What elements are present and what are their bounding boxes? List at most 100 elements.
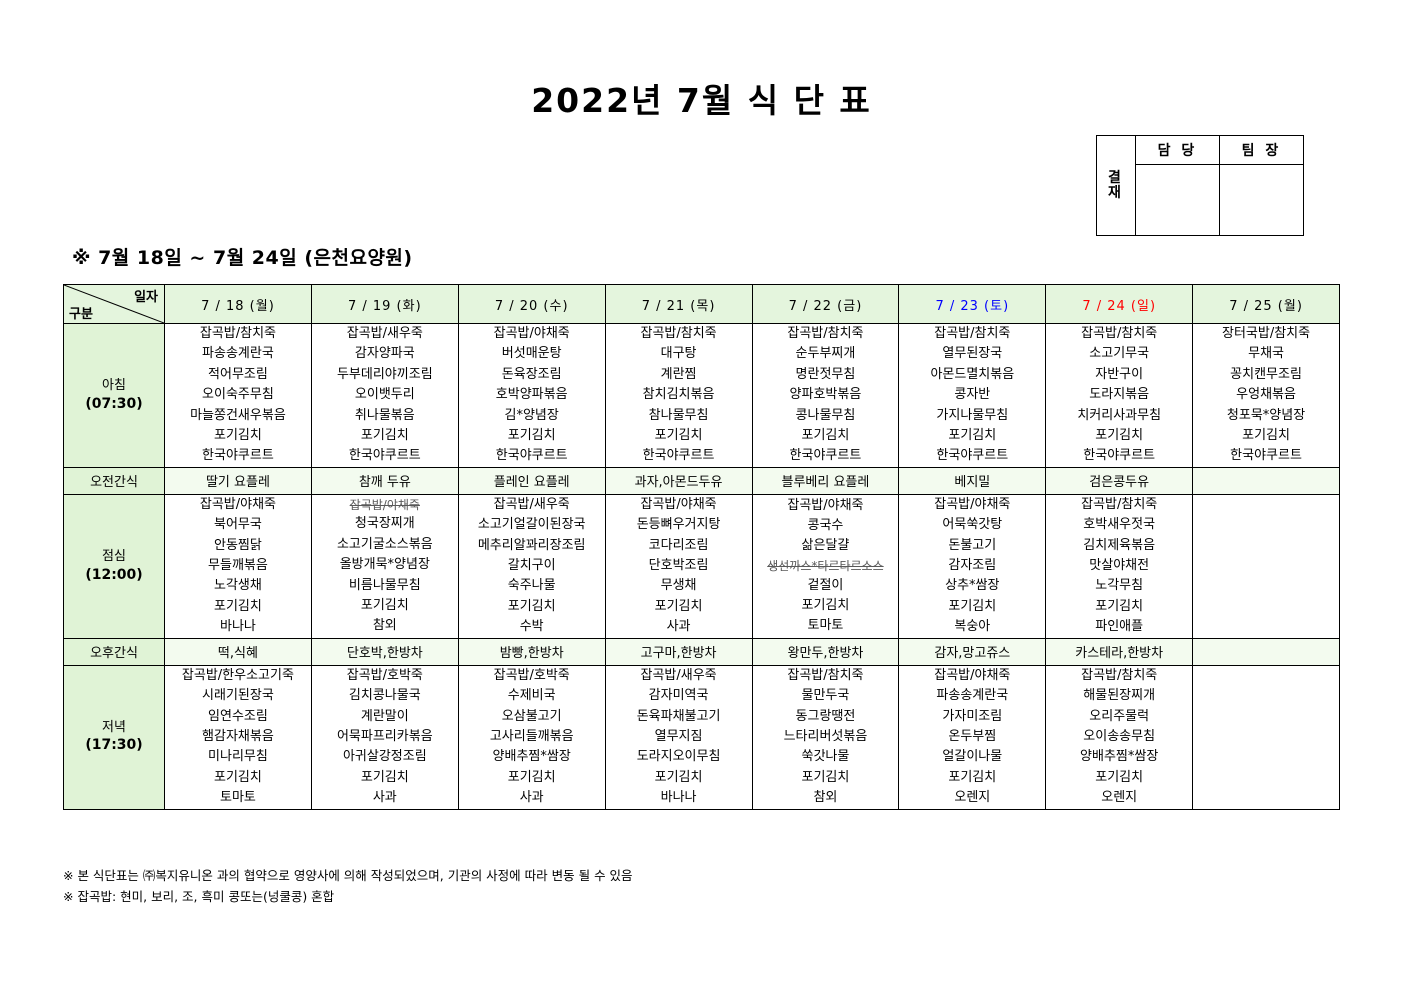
menu-item: 잡곡밥/야채죽 <box>787 497 864 513</box>
menu-item: 호박양파볶음 <box>495 387 568 403</box>
cell-dinner-3: 잡곡밥/새우죽 감자미역국 돈육파채불고기 열무지짐 도라지오이무침 포기김치 바나나 <box>604 664 753 810</box>
menu-item: 파인애플 <box>1095 619 1144 635</box>
menu-item: 자반구이 <box>1095 366 1144 382</box>
menu-item: 돈등뼈우거지탕 <box>636 517 721 533</box>
menu-item: 잡곡밥/참치죽 <box>1081 326 1158 341</box>
page-title: 2022년 7월 식 단 표 <box>531 81 872 120</box>
menu-item: 겉절이 <box>807 577 844 593</box>
menu-item: 포기김치 <box>801 428 850 444</box>
approval-box: 결 재 담 당 팀 장 <box>1096 135 1304 236</box>
menu-item: 명란젓무침 <box>795 366 856 382</box>
menu-item: 파송송계란국 <box>202 346 274 362</box>
cell-morning-snack-7 <box>1192 466 1340 495</box>
menu-item: 잡곡밥/새우죽 <box>640 667 717 683</box>
menu-item: 맛살야채전 <box>1089 558 1150 574</box>
menu-item: 햄감자채볶음 <box>202 728 274 744</box>
menu-item: 잡곡밥/참치죽 <box>199 326 276 341</box>
menu-item: 포기김치 <box>801 769 850 785</box>
menu-item: 포기김치 <box>654 428 703 444</box>
menu-item: 열무된장국 <box>942 346 1003 362</box>
menu-item: 순두부찌개 <box>795 346 856 362</box>
header-type-label: 구분 <box>69 307 93 322</box>
menu-item: 바나나 <box>219 619 256 635</box>
menu-item: 잡곡밥/야채죽 <box>493 326 570 341</box>
menu-item: 포기김치 <box>1242 428 1290 444</box>
row-label-dinner: 저녁 (17:30) <box>63 664 165 810</box>
menu-item: 잡곡밥/야채죽 <box>199 496 276 512</box>
menu-item: 도라지볶음 <box>1089 387 1150 403</box>
menu-item: 치커리사과무침 <box>1077 407 1162 423</box>
menu-item: 토마토 <box>219 790 256 806</box>
cell-afternoon-snack-0: 떡,식혜 <box>164 637 312 666</box>
menu-item: 취나물볶음 <box>354 407 415 423</box>
cell-dinner-4: 잡곡밥/참치죽 물만두국 동그랑땡전 느타리버섯볶음 쑥갓나물 포기김치 참외 <box>751 664 900 810</box>
menu-item: 한국야쿠르트 <box>936 448 1009 464</box>
menu-item: 돈육파채불고기 <box>636 708 721 724</box>
menu-item: 포기김치 <box>507 769 556 785</box>
menu-item: 올방개묵*양념장 <box>339 557 430 573</box>
menu-item: 한국야쿠르트 <box>202 448 274 464</box>
cell-lunch-5: 잡곡밥/야채죽 어묵쑥갓탕 돈불고기 감자조림 상추*쌈장 포기김치 복숭아 <box>898 493 1047 639</box>
menu-item: 무생채 <box>660 578 697 594</box>
menu-item: 콩자반 <box>954 387 991 403</box>
menu-item: 잡곡밥/야채죽 <box>934 496 1011 512</box>
menu-item: 포기김치 <box>214 769 262 785</box>
row-label-breakfast-name: 아침 <box>102 378 126 394</box>
cell-lunch-2: 잡곡밥/새우죽 소고기얼갈이된장국 메추리알꽈리장조림 갈치구이 숙주나물 포기김치 수박 <box>457 493 606 639</box>
menu-item: 잡곡밥/참치죽 <box>787 326 864 341</box>
approval-column-team-leader: 팀 장 <box>1219 135 1304 165</box>
menu-item: 고사리들깨볶음 <box>489 728 574 744</box>
cell-afternoon-snack-4: 왕만두,한방차 <box>751 637 900 666</box>
cell-lunch-7 <box>1192 493 1340 639</box>
footer-note-1: ※ 본 식단표는 ㈜복지유니온 과의 협약으로 영양사에 의해 작성되었으며, … <box>63 868 633 883</box>
cell-morning-snack-1: 참깨 두유 <box>310 466 459 495</box>
menu-item: 김치콩나물국 <box>348 688 421 704</box>
menu-item: 잡곡밥/참치죽 <box>787 667 864 683</box>
row-label-lunch: 점심 (12:00) <box>63 493 165 639</box>
menu-item: 버섯매운탕 <box>501 346 562 362</box>
menu-item: 노각무침 <box>1095 578 1144 594</box>
menu-item: 비름나물무침 <box>348 577 421 593</box>
menu-item: 포기김치 <box>948 769 997 785</box>
date-range-subtitle: ※ 7월 18일 ~ 7월 24일 (은천요양원) <box>72 247 413 269</box>
approval-label: 결 재 <box>1096 135 1136 236</box>
menu-item: 포기김치 <box>360 769 409 785</box>
diagonal-divider-icon <box>64 285 164 323</box>
menu-item: 한국야쿠르트 <box>789 448 862 464</box>
menu-item: 동그랑땡전 <box>795 708 856 724</box>
menu-item: 잡곡밥/참치죽 <box>934 326 1011 341</box>
menu-item: 계란말이 <box>360 708 409 724</box>
table-row-lunch: 점심 (12:00) 잡곡밥/야채죽 북어무국 안동찜닭 무들깨볶음 노각생채 포기김치 바… <box>63 493 1340 639</box>
menu-item: 사과 <box>519 790 544 806</box>
menu-item: 포기김치 <box>654 598 703 614</box>
menu-item: 두부데리야끼조림 <box>336 366 433 382</box>
menu-item: 온두부찜 <box>948 728 997 744</box>
menu-item: 장터국밥/참치죽 <box>1222 326 1311 341</box>
menu-item: 우엉채볶음 <box>1236 387 1296 403</box>
menu-item: 잡곡밥/야채죽 <box>640 496 717 512</box>
header-day-5: 7 / 23 (토) <box>898 284 1047 324</box>
menu-item: 한국야쿠르트 <box>348 448 421 464</box>
menu-item: 감자양파국 <box>354 346 415 362</box>
menu-item: 안동찜닭 <box>214 537 262 553</box>
menu-item: 오이뱃두리 <box>354 387 415 403</box>
menu-item: 바나나 <box>660 790 697 806</box>
cell-afternoon-snack-1: 단호박,한방차 <box>310 637 459 666</box>
approval-signature-manager[interactable] <box>1135 164 1220 236</box>
menu-item: 포기김치 <box>507 598 556 614</box>
cell-morning-snack-5: 베지밀 <box>898 466 1047 495</box>
menu-item: 열무지짐 <box>654 728 703 744</box>
header-day-7: 7 / 25 (월) <box>1192 284 1340 324</box>
cell-lunch-1: 잡곡밥/야채죽 청국장찌개 소고기굴소스볶음 올방개묵*양념장 비름나물무침 포기김치 참외 <box>310 493 459 639</box>
menu-item: 소고기얼갈이된장국 <box>477 517 586 533</box>
menu-item: 잡곡밥/참치죽 <box>1081 667 1158 683</box>
menu-item: 김*양념장 <box>504 407 559 423</box>
row-label-afternoon-snack: 오후간식 <box>63 637 165 666</box>
menu-item: 북어무국 <box>214 517 262 533</box>
approval-signature-team-leader[interactable] <box>1219 164 1304 236</box>
header-corner-cell: 일자 구분 <box>63 284 165 324</box>
menu-item: 포기김치 <box>948 428 997 444</box>
menu-item: 청국장찌개 <box>354 516 415 532</box>
cell-morning-snack-0: 딸기 요플레 <box>164 466 312 495</box>
menu-item: 참치김치볶음 <box>642 387 715 403</box>
